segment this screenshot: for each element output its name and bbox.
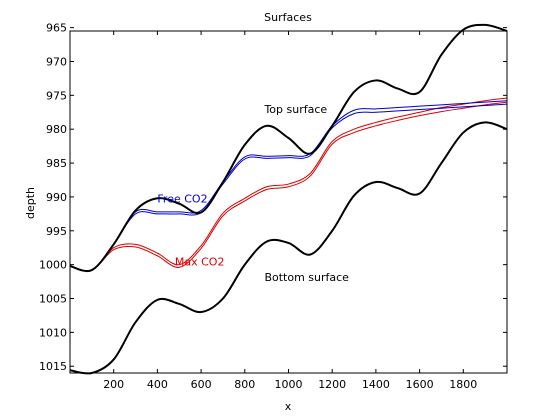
annotation-bottom-surface: Bottom surface	[264, 271, 349, 284]
series-layer	[69, 23, 508, 375]
x-tick-label: 1000	[275, 378, 303, 391]
chart-title: Surfaces	[264, 11, 312, 24]
y-tick-label: 970	[46, 55, 67, 68]
annotation-top-surface: Top surface	[263, 103, 327, 116]
y-tick-label: 995	[46, 225, 67, 238]
y-axis-label: depth	[24, 187, 37, 219]
series-line-top-surface	[69, 23, 508, 273]
y-tick-label: 1005	[39, 293, 67, 306]
x-tick-label: 1200	[318, 378, 346, 391]
series-line-free-co2-lower	[113, 103, 508, 245]
x-tick-label: 800	[234, 378, 255, 391]
y-tick-label: 1015	[39, 360, 67, 373]
series-line-bottom-surface	[69, 121, 508, 375]
series-line-max-co2-upper	[69, 97, 508, 272]
x-axis-label: x	[285, 400, 292, 413]
annotation-max-co2: Max CO2	[175, 255, 225, 268]
y-tick-label: 1010	[39, 326, 67, 339]
y-tick-label: 985	[46, 157, 67, 170]
x-tick-label: 1800	[449, 378, 477, 391]
x-tick-label: 600	[191, 378, 212, 391]
annotation-free-co2: Free CO2	[157, 192, 207, 205]
y-tick-label: 980	[46, 123, 67, 136]
tick-layer: 200 400 600 800 1000 1200 1400 1600 1800 965 970 97…	[39, 22, 507, 391]
plot-frame	[69, 30, 508, 374]
series-line-max-co2-lower	[69, 101, 508, 272]
y-tick-label: 965	[46, 22, 67, 35]
x-tick-label: 200	[103, 378, 124, 391]
y-tick-label: 990	[46, 191, 67, 204]
x-tick-label: 1600	[406, 378, 434, 391]
y-tick-label: 975	[46, 89, 67, 102]
annotation-layer: Top surface Free CO2 Max CO2 Bottom surface	[157, 103, 349, 284]
y-tick-label: 1000	[39, 259, 67, 272]
x-tick-label: 1400	[362, 378, 390, 391]
x-tick-label: 400	[147, 378, 168, 391]
